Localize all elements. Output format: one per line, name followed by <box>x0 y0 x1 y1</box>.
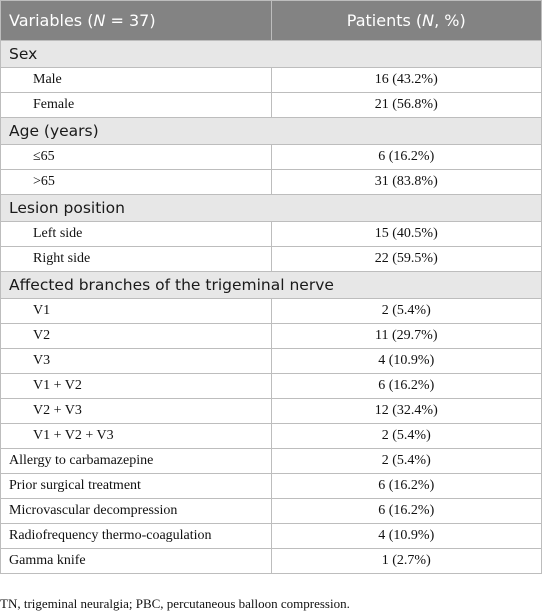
row-label: V1 + V2 + V3 <box>0 423 272 449</box>
row-label: Prior surgical treatment <box>0 473 272 499</box>
row-label: Microvascular decompression <box>0 498 272 524</box>
table-row: Right side 22 (59.5%) <box>0 246 542 272</box>
table-row: V2 + V3 12 (32.4%) <box>0 398 542 424</box>
section-header-sex: Sex <box>0 40 542 68</box>
row-value: 16 (43.2%) <box>270 67 542 93</box>
row-value: 21 (56.8%) <box>270 92 542 118</box>
row-label: >65 <box>0 169 272 195</box>
row-value: 6 (16.2%) <box>270 373 542 399</box>
row-label: Male <box>0 67 272 93</box>
row-value: 1 (2.7%) <box>270 548 542 574</box>
table-row: ≤65 6 (16.2%) <box>0 144 542 170</box>
row-value: 31 (83.8%) <box>270 169 542 195</box>
table-row: V2 11 (29.7%) <box>0 323 542 349</box>
row-label: ≤65 <box>0 144 272 170</box>
column-header-patients: Patients (N, %) <box>270 0 542 41</box>
row-label: Right side <box>0 246 272 272</box>
section-header-affected-branches: Affected branches of the trigeminal nerv… <box>0 271 542 299</box>
row-value: 6 (16.2%) <box>270 144 542 170</box>
table-row: Microvascular decompression 6 (16.2%) <box>0 498 542 524</box>
row-label: Female <box>0 92 272 118</box>
column-header-variables: Variables (N = 37) <box>0 0 272 41</box>
table-row: V1 2 (5.4%) <box>0 298 542 324</box>
table-row: Left side 15 (40.5%) <box>0 221 542 247</box>
row-value: 2 (5.4%) <box>270 423 542 449</box>
table-footnote: TN, trigeminal neuralgia; PBC, percutane… <box>0 596 350 611</box>
row-value: 11 (29.7%) <box>270 323 542 349</box>
patient-characteristics-table: Variables (N = 37) Patients (N, %) Sex M… <box>0 0 542 574</box>
table-row: V1 + V2 6 (16.2%) <box>0 373 542 399</box>
section-header-age: Age (years) <box>0 117 542 145</box>
row-label: V3 <box>0 348 272 374</box>
row-label: Allergy to carbamazepine <box>0 448 272 474</box>
table-row: V3 4 (10.9%) <box>0 348 542 374</box>
row-value: 6 (16.2%) <box>270 473 542 499</box>
table-header-row: Variables (N = 37) Patients (N, %) <box>0 0 542 41</box>
row-label: V1 <box>0 298 272 324</box>
table-row: Prior surgical treatment 6 (16.2%) <box>0 473 542 499</box>
row-label: V1 + V2 <box>0 373 272 399</box>
row-label: V2 + V3 <box>0 398 272 424</box>
table-row: >65 31 (83.8%) <box>0 169 542 195</box>
table-row: Radiofrequency thermo-coagulation 4 (10.9… <box>0 523 542 549</box>
row-value: 12 (32.4%) <box>270 398 542 424</box>
row-value: 4 (10.9%) <box>270 523 542 549</box>
row-value: 15 (40.5%) <box>270 221 542 247</box>
row-value: 2 (5.4%) <box>270 448 542 474</box>
row-label: Gamma knife <box>0 548 272 574</box>
table-row: Gamma knife 1 (2.7%) <box>0 548 542 574</box>
table-row: Male 16 (43.2%) <box>0 67 542 93</box>
row-label: Left side <box>0 221 272 247</box>
table-row: Allergy to carbamazepine 2 (5.4%) <box>0 448 542 474</box>
row-label: V2 <box>0 323 272 349</box>
row-value: 4 (10.9%) <box>270 348 542 374</box>
row-value: 6 (16.2%) <box>270 498 542 524</box>
row-label: Radiofrequency thermo-coagulation <box>0 523 272 549</box>
row-value: 22 (59.5%) <box>270 246 542 272</box>
section-header-lesion-position: Lesion position <box>0 194 542 222</box>
row-value: 2 (5.4%) <box>270 298 542 324</box>
table-row: V1 + V2 + V3 2 (5.4%) <box>0 423 542 449</box>
table-row: Female 21 (56.8%) <box>0 92 542 118</box>
